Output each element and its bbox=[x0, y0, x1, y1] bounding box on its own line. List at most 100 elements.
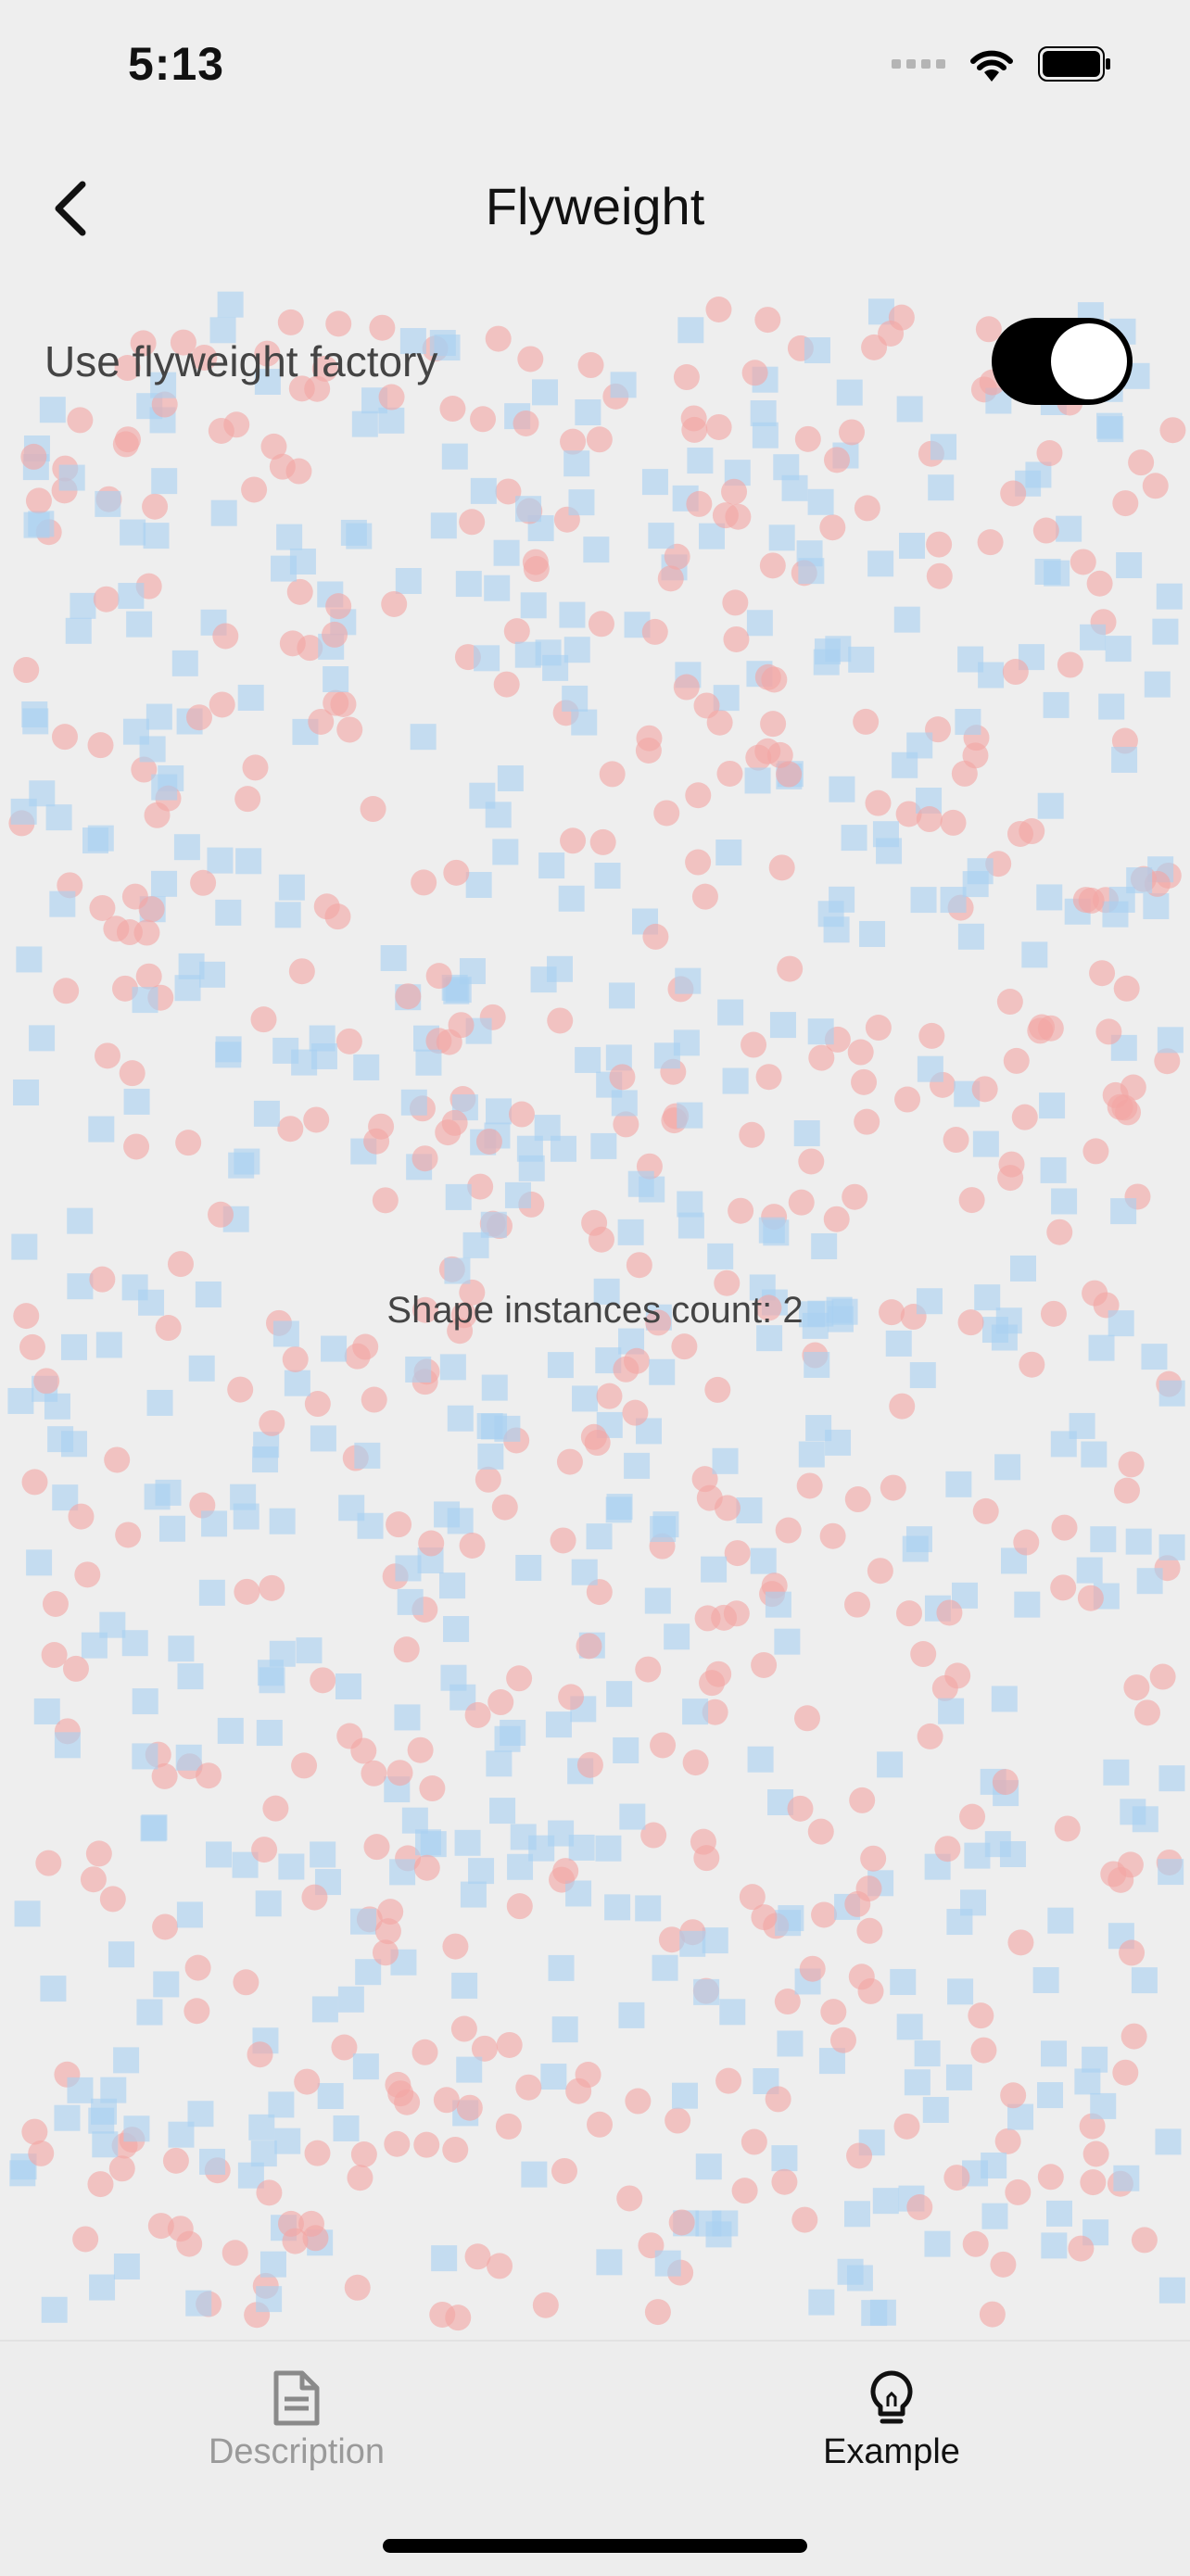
circle-shape bbox=[665, 2107, 691, 2134]
circle-shape bbox=[754, 307, 781, 334]
circle-shape bbox=[838, 419, 865, 446]
square-shape bbox=[677, 317, 704, 344]
circle-shape bbox=[155, 1315, 182, 1342]
circle-shape bbox=[429, 2301, 456, 2328]
square-shape bbox=[429, 330, 456, 357]
circle-shape bbox=[282, 1345, 309, 1372]
square-shape bbox=[909, 1362, 936, 1389]
circle-shape bbox=[522, 549, 549, 575]
square-shape bbox=[1155, 2128, 1182, 2155]
circle-shape bbox=[971, 1076, 998, 1103]
shapes-canvas bbox=[0, 278, 1190, 2340]
circle-shape bbox=[793, 1705, 820, 1732]
square-shape bbox=[7, 1387, 34, 1414]
square-shape bbox=[89, 2274, 116, 2301]
square-shape bbox=[1041, 2040, 1068, 2067]
square-shape bbox=[924, 2230, 951, 2257]
circle-shape bbox=[774, 1989, 801, 2015]
square-shape bbox=[136, 1999, 163, 2026]
toggle-label: Use flyweight factory bbox=[44, 337, 438, 385]
flyweight-factory-toggle[interactable] bbox=[992, 318, 1133, 405]
circle-shape bbox=[587, 2111, 614, 2138]
circle-shape bbox=[487, 1689, 514, 1716]
square-shape bbox=[756, 1325, 783, 1352]
circle-shape bbox=[723, 625, 750, 652]
square-shape bbox=[586, 1523, 613, 1550]
circle-shape bbox=[262, 1795, 289, 1822]
square-shape bbox=[151, 870, 178, 897]
square-shape bbox=[917, 1055, 943, 1082]
square-shape bbox=[410, 724, 437, 751]
circle-shape bbox=[335, 1028, 362, 1054]
circle-shape bbox=[958, 1187, 985, 1214]
square-shape bbox=[445, 1183, 472, 1210]
circle-shape bbox=[251, 1837, 278, 1863]
circle-shape bbox=[448, 1012, 475, 1039]
circle-shape bbox=[506, 1893, 533, 1920]
circle-shape bbox=[131, 756, 158, 783]
square-shape bbox=[1082, 2046, 1108, 2073]
square-shape bbox=[82, 827, 109, 854]
back-button[interactable] bbox=[28, 167, 111, 250]
square-shape bbox=[400, 1089, 427, 1116]
circle-shape bbox=[439, 396, 466, 423]
square-shape bbox=[99, 1611, 126, 1638]
square-shape bbox=[355, 1959, 382, 1986]
square-shape bbox=[10, 798, 37, 825]
circle-shape bbox=[322, 621, 348, 648]
page-title: Flyweight bbox=[485, 177, 705, 235]
circle-shape bbox=[794, 425, 821, 452]
circle-shape bbox=[640, 1822, 667, 1849]
square-shape bbox=[1158, 1534, 1185, 1560]
nav-item-description[interactable]: Description bbox=[158, 2369, 436, 2472]
circle-shape bbox=[1100, 1861, 1127, 1888]
square-shape bbox=[981, 2153, 1007, 2179]
circle-shape bbox=[576, 1633, 602, 1660]
circle-shape bbox=[89, 894, 116, 921]
square-shape bbox=[235, 848, 262, 875]
square-shape bbox=[811, 1232, 838, 1259]
square-shape bbox=[829, 886, 855, 913]
square-shape bbox=[823, 916, 850, 943]
square-shape bbox=[768, 524, 795, 551]
nav-item-example[interactable]: Example bbox=[753, 2369, 1031, 2472]
square-shape bbox=[619, 1803, 646, 1830]
square-shape bbox=[58, 464, 85, 491]
square-shape bbox=[256, 1720, 283, 1747]
square-shape bbox=[139, 736, 166, 763]
square-shape bbox=[260, 2251, 286, 2278]
circle-shape bbox=[491, 1494, 518, 1521]
circle-shape bbox=[854, 495, 880, 522]
circle-shape bbox=[775, 1517, 802, 1544]
circle-shape bbox=[691, 883, 718, 910]
square-shape bbox=[575, 1046, 601, 1073]
circle-shape bbox=[552, 1858, 579, 1885]
square-shape bbox=[548, 1820, 575, 1847]
square-shape bbox=[947, 1978, 974, 2005]
circle-shape bbox=[1154, 1048, 1181, 1075]
square-shape bbox=[707, 1243, 734, 1269]
circle-shape bbox=[1002, 659, 1029, 686]
square-shape bbox=[65, 617, 92, 644]
circle-shape bbox=[1149, 1663, 1176, 1690]
square-shape bbox=[617, 1219, 644, 1245]
circle-shape bbox=[1133, 1699, 1160, 1726]
circle-shape bbox=[728, 1197, 754, 1224]
circle-shape bbox=[20, 443, 47, 470]
square-shape bbox=[434, 1501, 461, 1528]
circle-shape bbox=[222, 2240, 248, 2267]
circle-shape bbox=[931, 1674, 958, 1701]
circle-shape bbox=[1070, 549, 1096, 575]
square-shape bbox=[493, 539, 520, 566]
square-shape bbox=[890, 1968, 917, 1995]
square-shape bbox=[613, 1736, 639, 1763]
square-shape bbox=[335, 1673, 361, 1699]
square-shape bbox=[594, 863, 621, 890]
circle-shape bbox=[865, 789, 892, 816]
circle-shape bbox=[407, 1736, 434, 1763]
square-shape bbox=[872, 2188, 899, 2215]
circle-shape bbox=[304, 1391, 331, 1418]
square-shape bbox=[67, 2077, 94, 2103]
circle-shape bbox=[990, 2251, 1017, 2278]
square-shape bbox=[771, 2145, 798, 2172]
